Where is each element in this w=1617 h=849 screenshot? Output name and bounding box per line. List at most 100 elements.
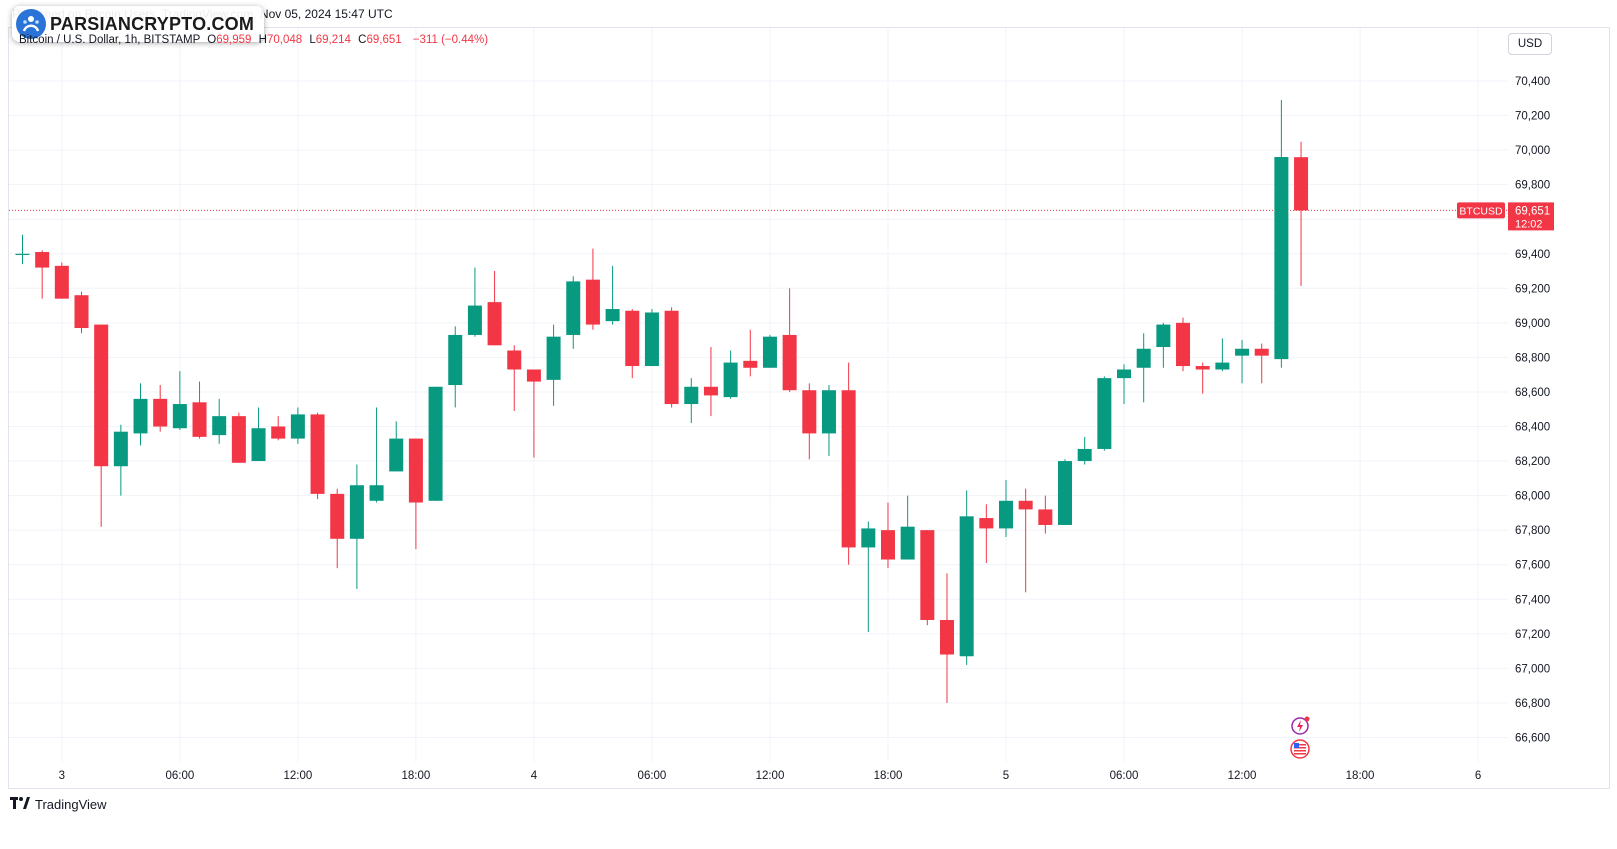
lightning-bolt xyxy=(1297,720,1303,732)
x-tick-label: 18:00 xyxy=(874,770,903,782)
candle-body-down xyxy=(979,518,994,529)
candle-body-down xyxy=(1254,348,1269,356)
candle-body-up xyxy=(644,312,659,367)
candle-body-down xyxy=(330,493,345,539)
candle-body-up xyxy=(546,336,561,380)
candle-body-up xyxy=(566,281,581,335)
y-tick-label: 69,400 xyxy=(1515,249,1550,261)
candle-body-up xyxy=(1077,448,1092,462)
candle-body-down xyxy=(35,252,50,268)
candle-body-up xyxy=(251,428,266,462)
y-tick-label: 69,000 xyxy=(1515,318,1550,330)
y-tick-label: 67,200 xyxy=(1515,629,1550,641)
candle-body-up xyxy=(821,390,836,434)
candle-body-down xyxy=(271,426,286,439)
candle-body-down xyxy=(74,295,89,329)
y-tick-label: 68,000 xyxy=(1515,491,1550,503)
candle-body-down xyxy=(310,414,325,494)
candle-body-up xyxy=(1136,348,1151,368)
candle-body-down xyxy=(487,302,502,346)
y-tick-label: 69,200 xyxy=(1515,283,1550,295)
currency-button[interactable]: USD xyxy=(1508,33,1552,55)
y-tick-label: 68,200 xyxy=(1515,456,1550,468)
candle-body-down xyxy=(920,530,935,620)
y-tick-label: 69,800 xyxy=(1515,180,1550,192)
y-tick-label: 70,400 xyxy=(1515,76,1550,88)
change-value: −311 (−0.44%) xyxy=(412,34,489,46)
y-tick-label: 70,200 xyxy=(1515,111,1550,123)
flag-stripe xyxy=(1294,747,1306,749)
candle-body-down xyxy=(153,398,168,427)
symbol-tag-bg xyxy=(1457,202,1505,219)
tradingview-brand[interactable]: TradingView xyxy=(35,797,107,812)
x-tick-label: 06:00 xyxy=(1110,770,1139,782)
candle-body-up xyxy=(133,398,148,434)
candle-body-down xyxy=(585,279,600,325)
tradingview-logo-icon[interactable] xyxy=(10,797,30,812)
candle-body-up xyxy=(999,500,1013,529)
event-icons xyxy=(1290,716,1310,759)
candle-body-down xyxy=(743,360,758,368)
y-tick-label: 67,600 xyxy=(1515,560,1550,572)
open-label: O xyxy=(207,34,217,46)
ohlc-legend: Bitcoin / U.S. Dollar, 1h, BITSTAMP O69,… xyxy=(19,34,488,46)
price-axis: 70,40070,20070,00069,80069,60069,40069,2… xyxy=(1515,76,1550,744)
parsiancrypto-logo-icon xyxy=(16,9,46,39)
y-tick-label: 66,800 xyxy=(1515,698,1550,710)
candle-body-up xyxy=(1058,461,1073,525)
price-tag-bg xyxy=(1508,202,1554,231)
candle-body-up xyxy=(1156,324,1171,348)
flag-canton xyxy=(1294,743,1299,748)
high-label: H xyxy=(258,34,267,46)
candle-body-up xyxy=(172,404,187,429)
y-tick-label: 70,000 xyxy=(1515,145,1550,157)
candle-body-down xyxy=(507,350,522,370)
footer: TradingView xyxy=(10,797,107,812)
candle-body-down xyxy=(1195,366,1210,370)
chart-frame xyxy=(8,27,1610,789)
y-tick-label: 68,400 xyxy=(1515,422,1550,434)
candle-body-up xyxy=(349,485,364,539)
candle-body-down xyxy=(664,310,679,405)
x-tick-label: 5 xyxy=(1003,770,1009,782)
candle-body-up xyxy=(15,253,30,255)
y-tick-label: 67,400 xyxy=(1515,594,1550,606)
x-tick-label: 6 xyxy=(1475,770,1481,782)
symbol-tag-label: BTCUSD xyxy=(1459,205,1503,217)
high-value: 70,048 xyxy=(266,34,303,46)
low-value: 69,214 xyxy=(315,34,351,46)
x-tick-label: 06:00 xyxy=(165,770,194,782)
x-tick-label: 12:00 xyxy=(756,770,785,782)
candle-body-down xyxy=(1038,509,1053,525)
low-label: L xyxy=(309,34,316,46)
candle-body-down xyxy=(1294,157,1309,211)
y-tick-label: 68,600 xyxy=(1515,387,1550,399)
close-label: C xyxy=(358,34,367,46)
candle-body-up xyxy=(389,438,404,472)
symbol-title[interactable]: Bitcoin / U.S. Dollar, 1h, BITSTAMP xyxy=(19,34,201,46)
flag-stripe xyxy=(1294,750,1306,752)
flag-stripe xyxy=(1294,753,1306,755)
open-value: 69,959 xyxy=(216,34,252,46)
x-tick-label: 4 xyxy=(531,770,538,782)
candle-body-up xyxy=(1097,378,1112,449)
us-flag-icon xyxy=(1290,739,1310,759)
x-tick-label: 06:00 xyxy=(638,770,667,782)
candle-body-up xyxy=(290,414,305,439)
watermark-text: PARSIANCRYPTO.COM xyxy=(50,13,255,34)
notification-dot xyxy=(1304,716,1310,722)
x-tick-label: 3 xyxy=(59,770,65,782)
candle-body-up xyxy=(959,516,974,657)
candle-body-up xyxy=(369,485,384,501)
x-tick-label: 12:00 xyxy=(1228,770,1257,782)
candle-body-up xyxy=(1117,369,1132,379)
candle-body-down xyxy=(231,416,246,463)
candle-body-up xyxy=(762,336,777,368)
candle-body-down xyxy=(192,402,207,437)
candle-body-down xyxy=(54,265,69,299)
x-tick-label: 12:00 xyxy=(283,770,312,782)
candle-body-up xyxy=(448,334,463,386)
candle-body-down xyxy=(841,390,856,548)
